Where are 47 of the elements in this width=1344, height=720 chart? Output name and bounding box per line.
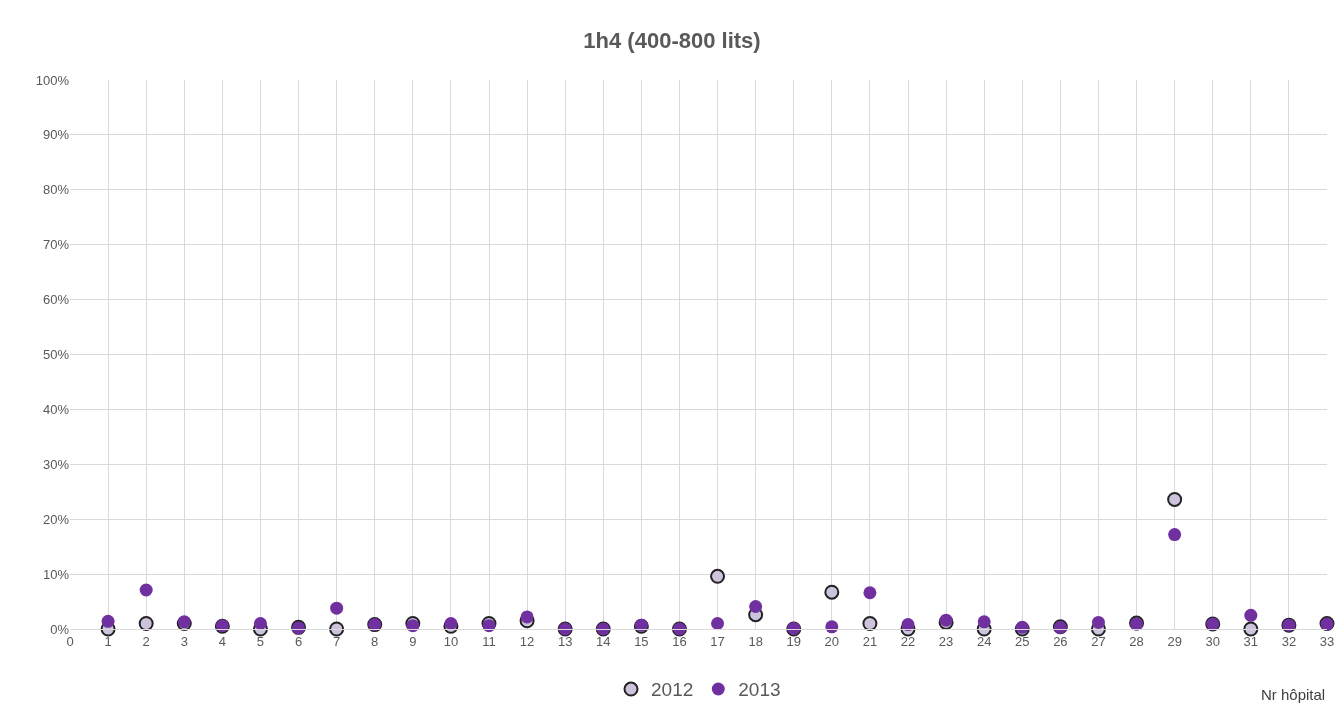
x-tick-label: 9 xyxy=(409,633,417,649)
y-tick-label: 20% xyxy=(42,511,70,527)
y-tick-label: 40% xyxy=(42,401,70,417)
x-tick-label: 12 xyxy=(519,633,535,649)
x-tick-label: 2 xyxy=(142,633,150,649)
x-tick-label: 27 xyxy=(1091,633,1106,649)
x-tick-label: 8 xyxy=(371,633,379,649)
x-tick-label: 26 xyxy=(1053,633,1068,649)
y-tick-label: 50% xyxy=(42,347,70,363)
x-tick-label: 21 xyxy=(862,633,878,649)
x-tick-label: 16 xyxy=(672,633,687,649)
y-tick-label: 30% xyxy=(42,456,70,472)
x-tick-label: 30 xyxy=(1205,633,1220,649)
x-tick-label: 20 xyxy=(824,633,840,649)
x-axis-title: Nr hôpital xyxy=(1261,686,1326,703)
x-tick-label: 14 xyxy=(596,633,611,649)
y-tick-label: 80% xyxy=(42,182,70,198)
x-tick-label: 25 xyxy=(1015,633,1030,649)
x-tick-label: 5 xyxy=(256,633,265,649)
x-tick-label: 15 xyxy=(634,633,649,649)
x-tick-label: 28 xyxy=(1129,633,1144,649)
x-tick-label: 6 xyxy=(294,633,303,649)
x-tick-label: 11 xyxy=(482,633,496,649)
x-tick-label: 29 xyxy=(1167,633,1182,649)
x-tick-label: 4 xyxy=(218,633,226,649)
y-tick-label: 60% xyxy=(42,292,70,308)
x-tick-label: 13 xyxy=(557,633,573,649)
y-tick-label: 70% xyxy=(42,237,70,253)
x-tick-label: 7 xyxy=(333,633,341,649)
y-tick-label: 90% xyxy=(42,127,70,143)
chart-title: 1h4 (400-800 lits) xyxy=(583,27,761,53)
x-tick-label: 33 xyxy=(1319,633,1335,649)
y-tick-label: 10% xyxy=(42,566,70,582)
x-tick-label: 22 xyxy=(900,633,916,649)
x-tick-label: 23 xyxy=(938,633,954,649)
x-tick-label: 18 xyxy=(748,633,763,649)
x-tick-label: 31 xyxy=(1243,633,1259,649)
x-tick-label: 32 xyxy=(1281,633,1297,649)
legend-label: 2012 xyxy=(651,679,694,701)
x-tick-label: 10 xyxy=(443,633,459,649)
legend-label: 2013 xyxy=(738,679,781,701)
y-tick-label: 100% xyxy=(35,72,70,88)
x-tick-label: 17 xyxy=(710,633,725,649)
x-tick-label: 24 xyxy=(976,633,992,649)
x-tick-label: 1 xyxy=(104,633,112,649)
x-tick-label: 3 xyxy=(180,633,188,649)
x-tick-label: 19 xyxy=(786,633,801,649)
